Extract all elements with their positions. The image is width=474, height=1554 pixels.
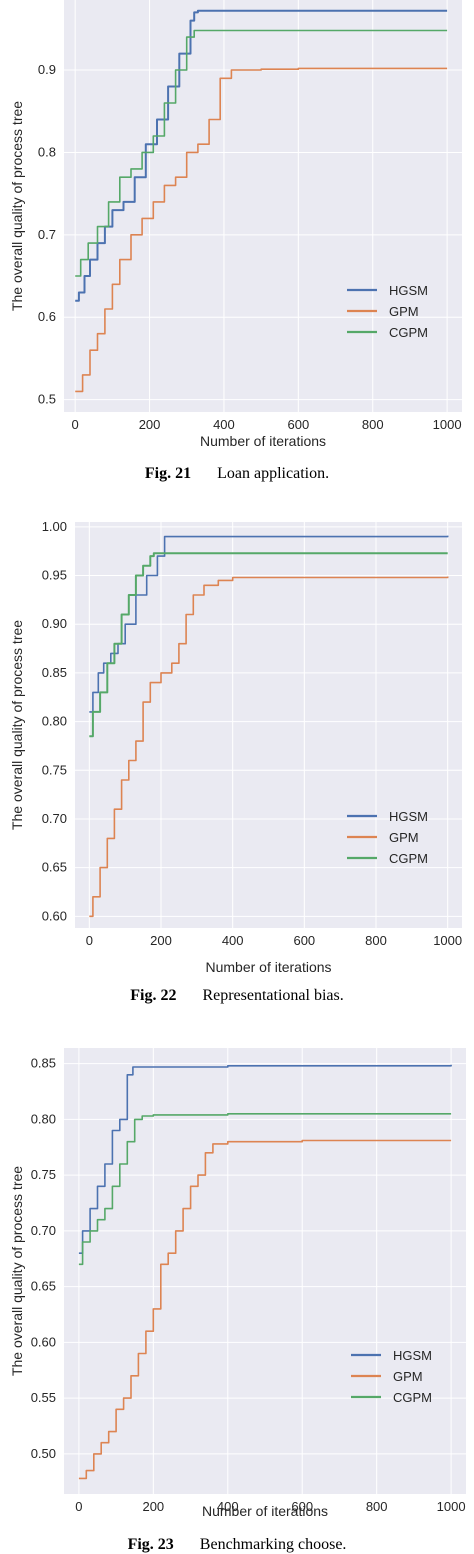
- x-tick-label: 400: [222, 933, 244, 948]
- legend-label-gpm: GPM: [389, 830, 419, 845]
- x-tick-label: 400: [217, 1499, 239, 1514]
- x-tick-label: 0: [86, 933, 93, 948]
- series-line-cgpm: [75, 29, 448, 277]
- legend-label-gpm: GPM: [389, 304, 419, 319]
- y-tick-label: 0.7: [38, 227, 56, 242]
- x-tick-label: 0: [75, 1499, 82, 1514]
- y-tick-label: 0.70: [42, 811, 67, 826]
- series-line-cgpm: [78, 1113, 452, 1266]
- series-line-hgsm: [89, 535, 449, 713]
- caption-number: Fig. 23: [127, 1536, 174, 1553]
- caption-text: Benchmarking choose.: [199, 1536, 347, 1553]
- caption-number: Fig. 22: [130, 987, 177, 1004]
- x-tick-label: 600: [287, 417, 309, 432]
- y-tick-label: 0.9: [38, 62, 56, 77]
- y-tick-label: 0.85: [42, 665, 67, 680]
- caption-fig-21: Fig. 21 Loan application.: [0, 465, 474, 483]
- y-tick-label: 0.60: [31, 1334, 56, 1349]
- series-line-gpm: [89, 576, 449, 918]
- y-tick-label: 0.80: [31, 1111, 56, 1126]
- series-line-hgsm: [75, 9, 448, 302]
- chart-benchmarking-choose: 0 200 400 600 800 1000 0.50 0.55 0.60 0.65 0.70 0.7…: [9, 1048, 466, 1519]
- caption-text: Loan application.: [217, 465, 330, 482]
- y-tick-label: 0.80: [42, 714, 67, 729]
- chart-loan-application: 0 200 400 600 800 1000 0.5 0.6 0.7 0.8 0.9 Number o…: [9, 0, 462, 449]
- legend-label-cgpm: CGPM: [393, 1390, 432, 1405]
- y-tick-label: 0.6: [38, 309, 56, 324]
- y-tick-label: 0.50: [31, 1446, 56, 1461]
- x-tick-label: 200: [142, 1499, 164, 1514]
- legend-label-cgpm: CGPM: [389, 325, 428, 340]
- caption-fig-23: Fig. 23 Benchmarking choose.: [0, 1536, 474, 1554]
- x-tick-label: 200: [139, 417, 161, 432]
- y-axis-label: The overall quality of process tree: [9, 620, 25, 830]
- y-tick-label: 0.85: [31, 1056, 56, 1071]
- x-tick-label: 600: [293, 933, 315, 948]
- x-tick-label: 800: [362, 417, 384, 432]
- y-tick-label: 0.75: [31, 1167, 56, 1182]
- x-axis-label: Number of iterations: [202, 1503, 328, 1519]
- x-tick-label: 0: [72, 417, 79, 432]
- legend-label-gpm: GPM: [393, 1369, 423, 1384]
- x-axis-label: Number of iterations: [200, 433, 326, 449]
- x-tick-label: 600: [291, 1499, 313, 1514]
- y-tick-label: 0.8: [38, 144, 56, 159]
- plot-area: [64, 1048, 466, 1494]
- y-tick-label: 0.70: [31, 1223, 56, 1238]
- y-tick-label: 0.55: [31, 1390, 56, 1405]
- series-line-cgpm: [89, 552, 448, 738]
- x-tick-label: 1000: [433, 417, 462, 432]
- legend-label-hgsm: HGSM: [393, 1348, 432, 1363]
- x-tick-label: 800: [366, 1499, 388, 1514]
- plot-area: [75, 522, 462, 928]
- y-tick-label: 0.95: [42, 568, 67, 583]
- y-axis-label: The overall quality of process tree: [9, 1166, 25, 1376]
- y-tick-label: 0.60: [42, 908, 67, 923]
- y-tick-label: 0.90: [42, 616, 67, 631]
- series-line-hgsm: [78, 1064, 452, 1254]
- x-tick-label: 800: [365, 933, 387, 948]
- series-line-gpm: [75, 67, 448, 393]
- y-tick-label: 0.75: [42, 762, 67, 777]
- figure-22: 0 200 400 600 800 1000 0.60 0.65 0.70 0.75 0.80 0.8…: [0, 520, 474, 980]
- y-tick-label: 0.65: [31, 1279, 56, 1294]
- x-tick-label: 1000: [433, 933, 462, 948]
- x-tick-label: 400: [213, 417, 235, 432]
- y-axis-label: The overall quality of process tree: [9, 101, 25, 311]
- y-tick-label: 1.00: [42, 520, 67, 534]
- x-tick-label: 200: [150, 933, 172, 948]
- y-tick-label: 0.65: [42, 860, 67, 875]
- figure-23: 0 200 400 600 800 1000 0.50 0.55 0.60 0.65 0.70 0.7…: [0, 1040, 474, 1530]
- figure-21: 0 200 400 600 800 1000 0.5 0.6 0.7 0.8 0.9 Number o…: [0, 0, 474, 460]
- x-tick-label: 1000: [437, 1499, 466, 1514]
- series-line-gpm: [78, 1139, 452, 1480]
- y-tick-label: 0.5: [38, 392, 56, 407]
- legend-label-hgsm: HGSM: [389, 809, 428, 824]
- caption-text: Representational bias.: [202, 987, 344, 1004]
- legend-label-cgpm: CGPM: [389, 851, 428, 866]
- caption-number: Fig. 21: [144, 465, 192, 482]
- chart-representational-bias: 0 200 400 600 800 1000 0.60 0.65 0.70 0.75 0.80 0.8…: [9, 520, 462, 975]
- x-axis-label: Number of iterations: [205, 959, 331, 975]
- caption-fig-22: Fig. 22 Representational bias.: [0, 987, 474, 1005]
- legend-label-hgsm: HGSM: [389, 283, 428, 298]
